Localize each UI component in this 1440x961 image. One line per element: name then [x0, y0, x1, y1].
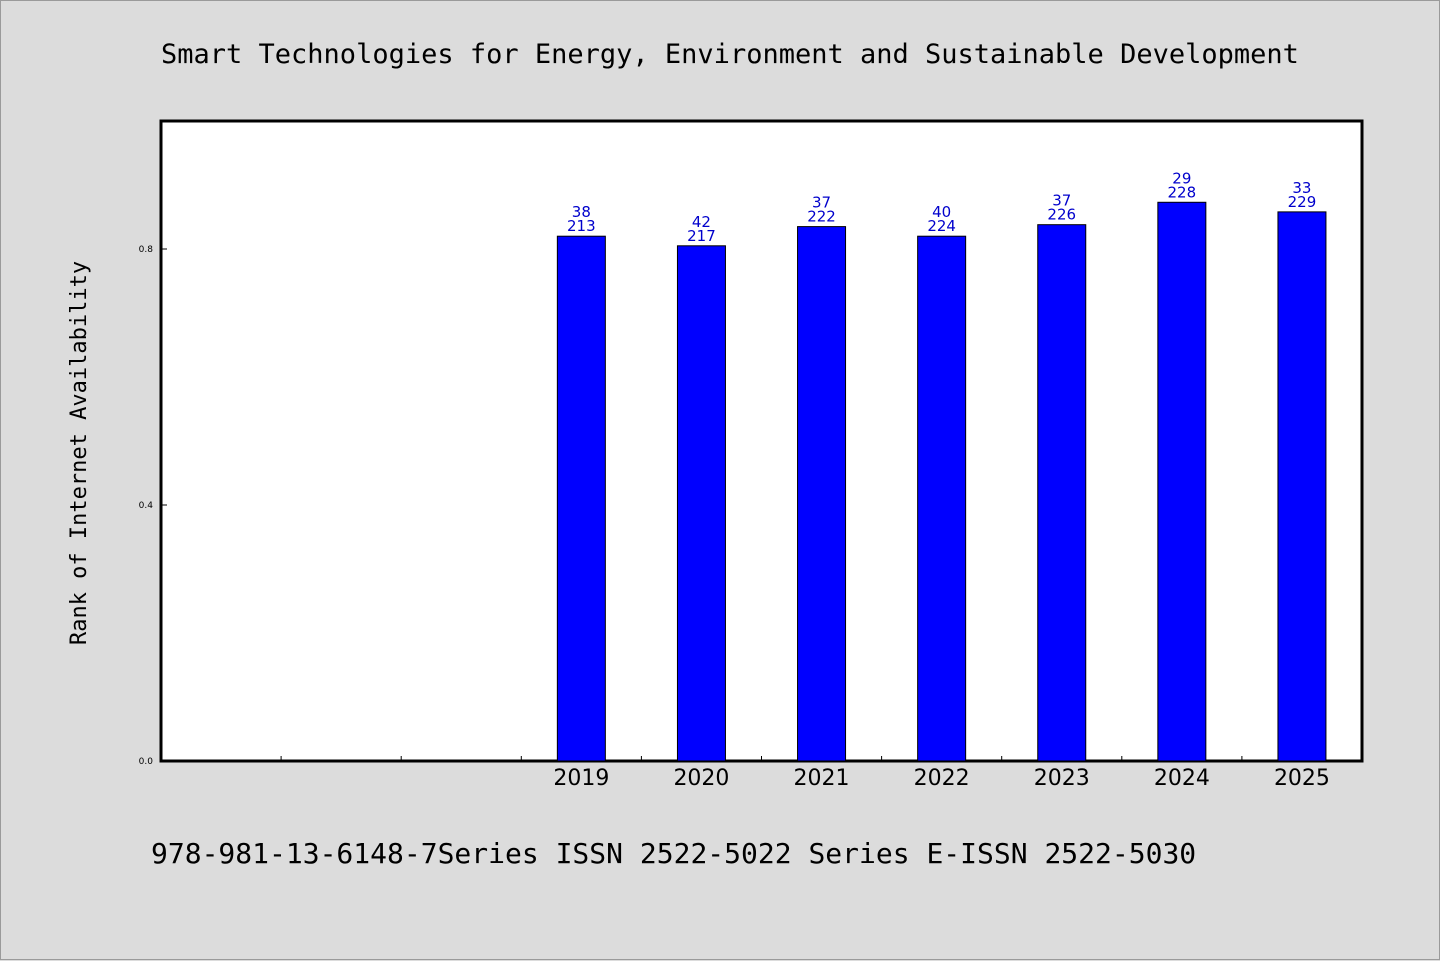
data-label-top: 33 [1292, 179, 1311, 197]
bar-2025 [1277, 211, 1327, 762]
y-axis-label: Rank of Internet Availability [67, 261, 92, 645]
data-label-top: 37 [1052, 192, 1071, 210]
y-tick-label: 0.8 [139, 245, 154, 255]
footer-text: 978-981-13-6148-7Series ISSN 2522-5022 S… [151, 837, 1196, 870]
data-label-bottom: 222 [807, 208, 836, 226]
data-label-bottom: 217 [687, 227, 716, 245]
bar-2021 [797, 226, 847, 762]
x-tick-label: 2021 [794, 766, 850, 791]
data-label-top: 40 [932, 203, 951, 221]
bar-2024 [1157, 201, 1207, 762]
y-tick-label: 0.0 [139, 757, 154, 767]
bar-2019 [556, 235, 606, 762]
data-label-top: 42 [692, 213, 711, 231]
x-tick-label: 2025 [1274, 766, 1330, 791]
bar-2023 [1037, 224, 1087, 762]
data-label-bottom: 224 [927, 217, 956, 235]
x-tick-label: 2020 [673, 766, 729, 791]
bar-2022 [917, 235, 967, 762]
x-tick-label: 2019 [553, 766, 609, 791]
chart-title: Smart Technologies for Energy, Environme… [161, 39, 1299, 70]
data-label-top: 38 [572, 203, 591, 221]
y-tick-label: 0.4 [139, 501, 154, 511]
chart-marks: 0.00.40.82019213382020217422021222372022… [139, 169, 1330, 791]
bar-2020 [676, 245, 726, 762]
data-label-bottom: 213 [567, 217, 596, 235]
data-label-top: 37 [812, 194, 831, 212]
data-label-bottom: 228 [1168, 183, 1197, 201]
data-label-bottom: 226 [1047, 206, 1076, 224]
data-label-bottom: 229 [1288, 193, 1317, 211]
x-tick-label: 2022 [914, 766, 970, 791]
x-tick-label: 2024 [1154, 766, 1210, 791]
x-tick-label: 2023 [1034, 766, 1090, 791]
data-label-top: 29 [1172, 169, 1191, 187]
